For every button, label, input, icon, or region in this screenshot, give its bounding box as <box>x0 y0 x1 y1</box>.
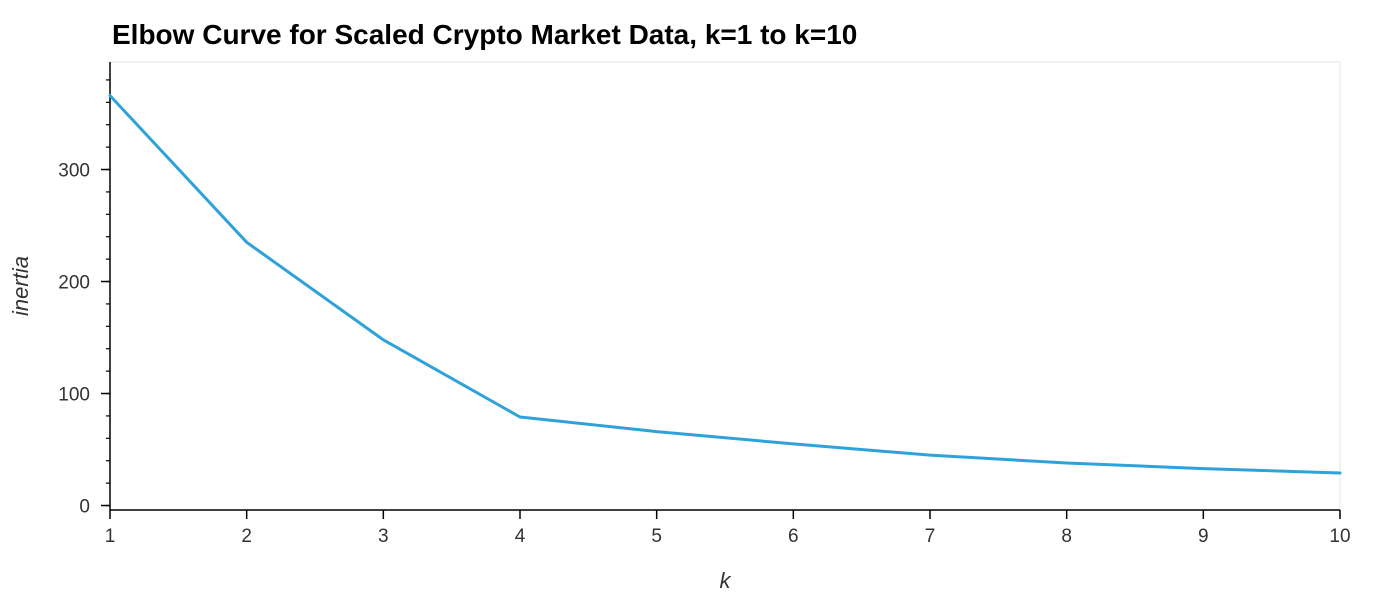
y-tick-label: 0 <box>79 497 90 518</box>
series-line <box>108 94 1342 475</box>
x-tick-label: 8 <box>1061 526 1072 547</box>
y-tick-label: 200 <box>58 273 90 294</box>
y-axis-label: inertia <box>8 256 33 316</box>
x-tick-label: 10 <box>1329 526 1350 547</box>
x-tick-label: 7 <box>925 526 936 547</box>
series-layer <box>108 94 1342 475</box>
x-tick-label: 5 <box>651 526 662 547</box>
x-tick-label: 9 <box>1198 526 1209 547</box>
x-axis: 1 2 3 4 5 6 7 8 9 10 <box>105 509 1351 547</box>
x-tick-label: 2 <box>241 526 252 547</box>
chart-title: Elbow Curve for Scaled Crypto Market Dat… <box>112 19 857 50</box>
x-tick-label: 4 <box>515 526 526 547</box>
x-tick-label: 6 <box>788 526 799 547</box>
x-axis-label: k <box>720 568 732 593</box>
x-tick-label: 3 <box>378 526 389 547</box>
plot-area <box>109 61 1341 511</box>
y-axis: 0 100 200 300 <box>58 62 111 518</box>
x-tick-label: 1 <box>105 526 116 547</box>
y-tick-label: 300 <box>58 161 90 182</box>
y-tick-label: 100 <box>58 385 90 406</box>
